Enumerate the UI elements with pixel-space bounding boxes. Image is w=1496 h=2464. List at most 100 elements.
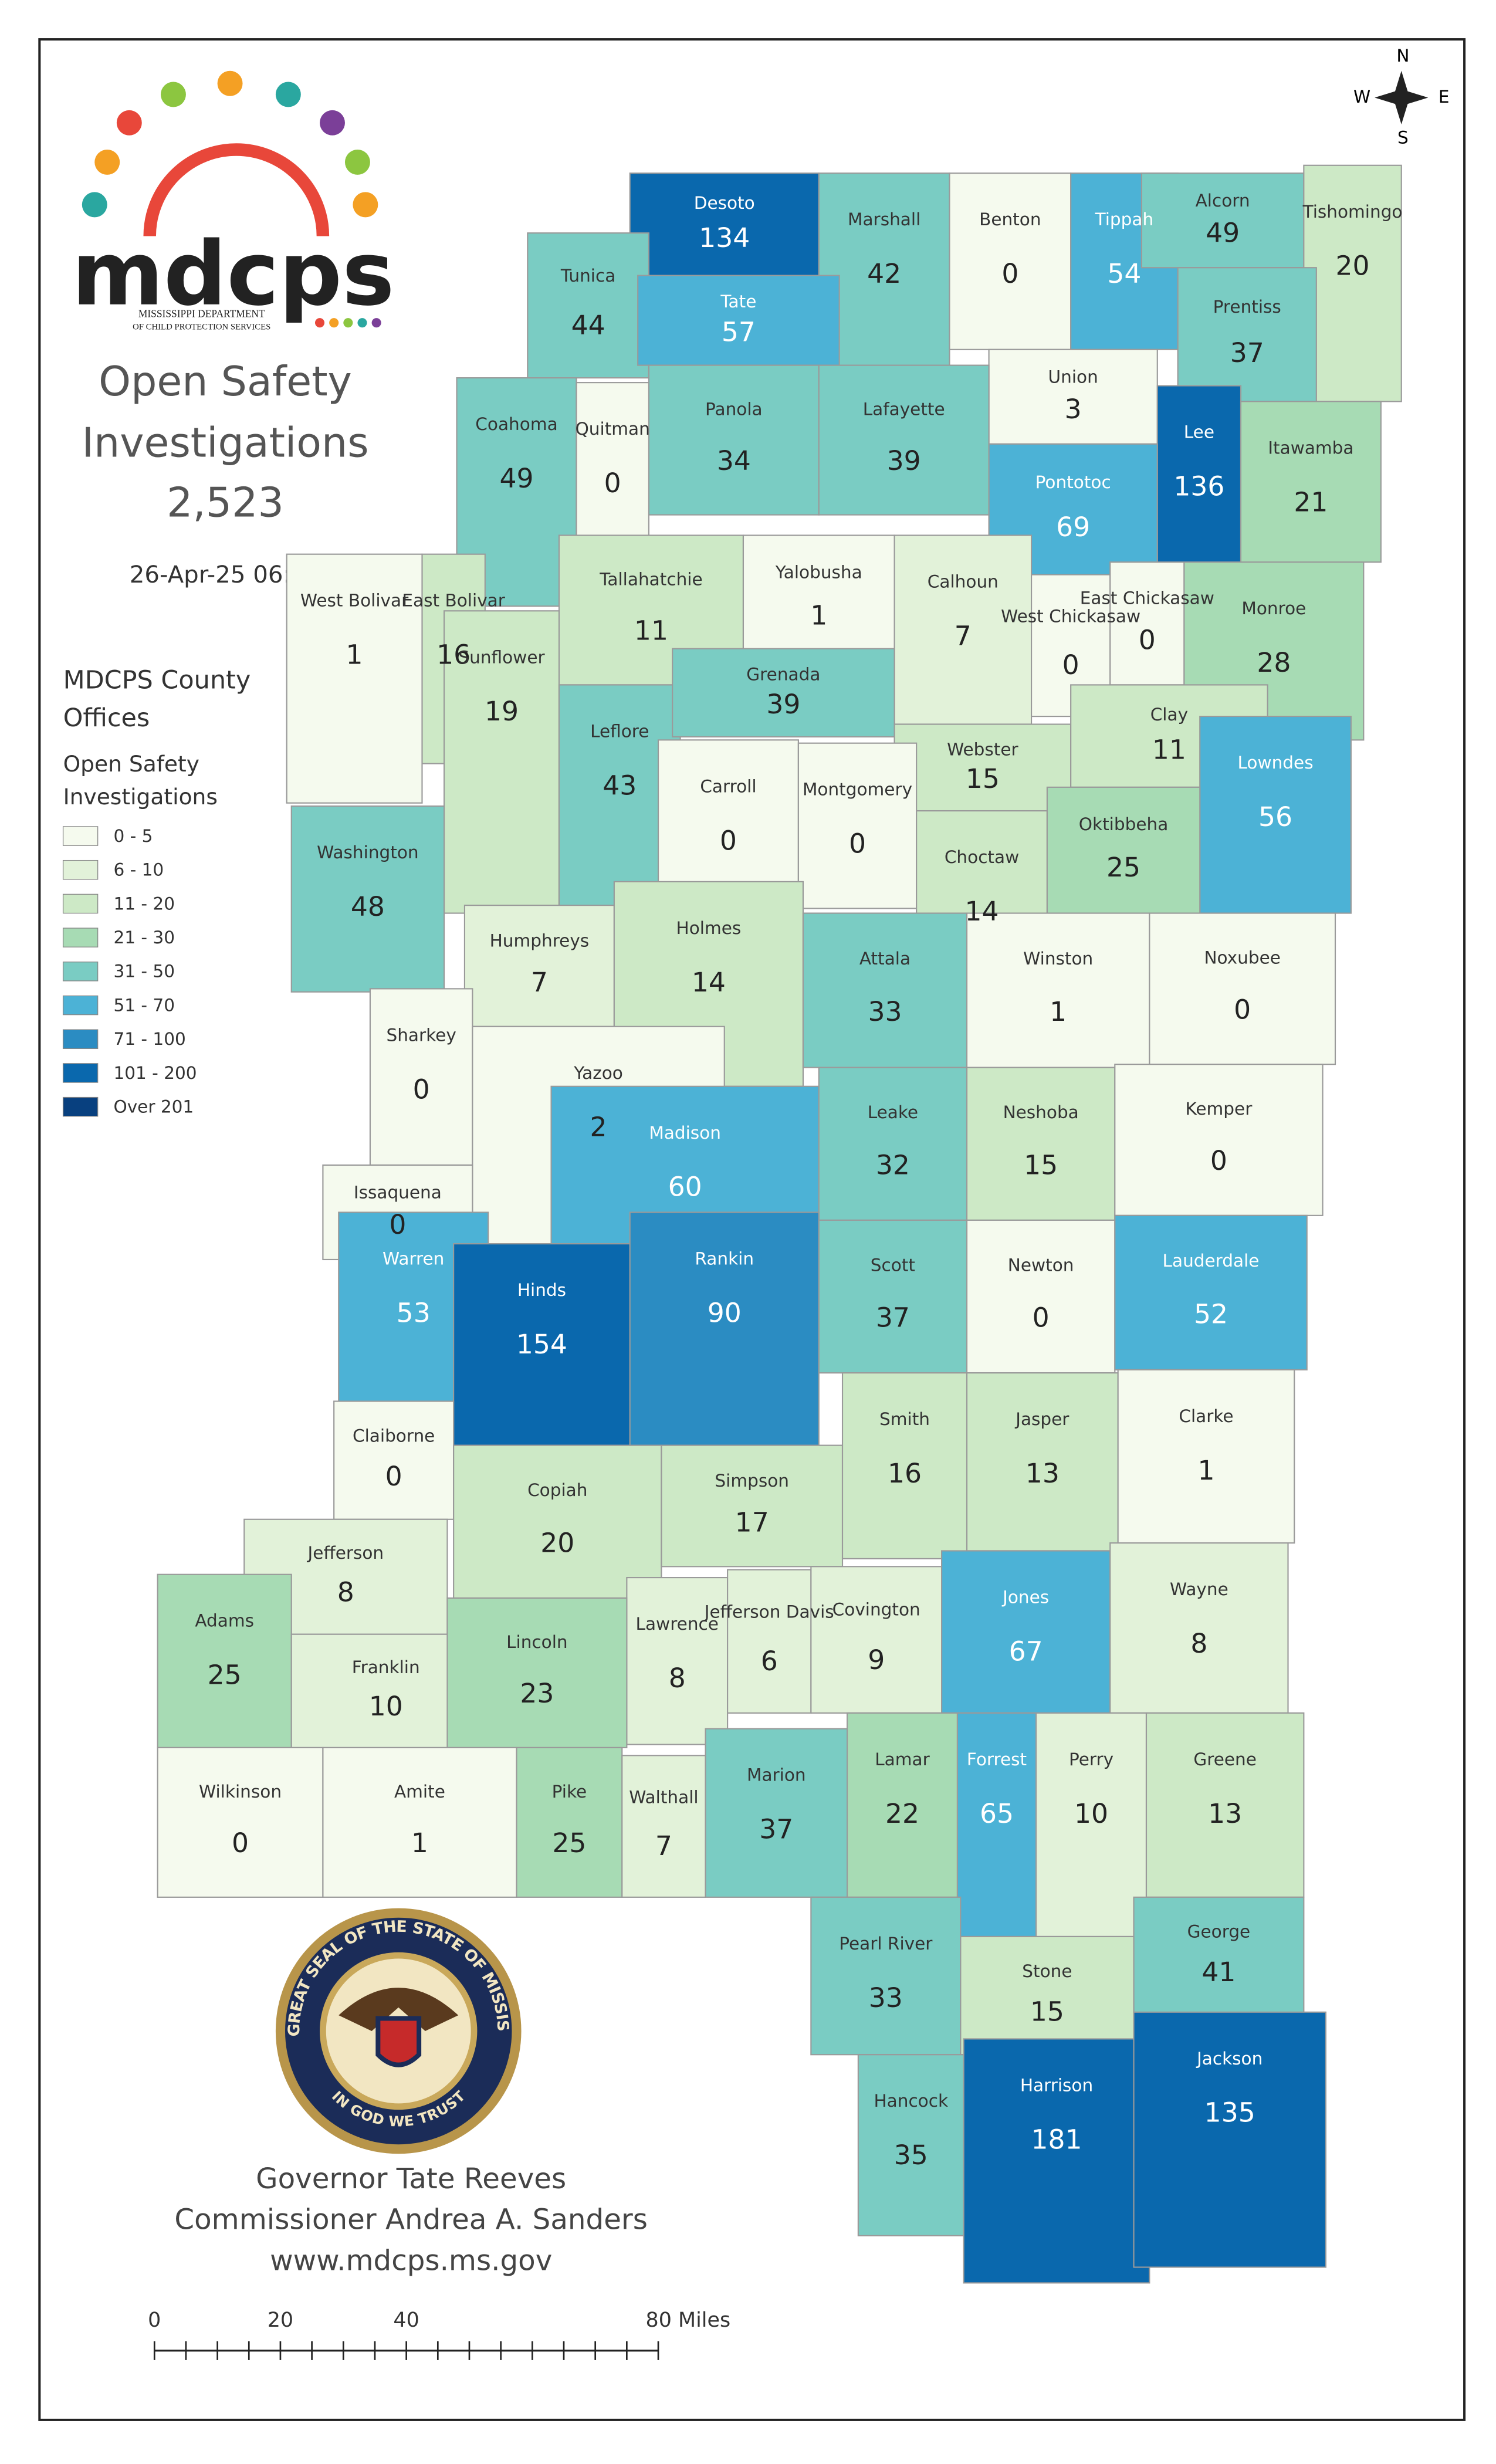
county (818, 1067, 968, 1221)
county-value: 15 (966, 763, 1000, 794)
county-value: 2 (590, 1112, 607, 1143)
title-total: 2,523 (167, 479, 284, 527)
county-value: 23 (520, 1678, 554, 1709)
county-name: Pearl River (839, 1934, 933, 1954)
county (446, 1597, 628, 1748)
county-value: 13 (1208, 1798, 1242, 1829)
county (1109, 1542, 1289, 1714)
county-value: 7 (955, 620, 972, 651)
county (841, 1372, 968, 1559)
county (629, 172, 820, 276)
county (1199, 716, 1352, 914)
county (369, 988, 473, 1166)
county-value: 33 (868, 996, 902, 1027)
county-value: 41 (1201, 1957, 1236, 1988)
county-name: Warren (383, 1248, 444, 1268)
scale-label: 0 (148, 2309, 161, 2332)
county-name: Jasper (1014, 1409, 1069, 1429)
county-name: Amite (394, 1782, 445, 1802)
footer-line: Governor Tate Reeves (256, 2162, 566, 2195)
county-value: 11 (1152, 734, 1186, 765)
county-name: Union (1048, 367, 1098, 387)
title-line: Open Safety (99, 358, 352, 405)
county-value: 25 (552, 1827, 586, 1859)
legend-swatch (62, 995, 99, 1016)
legend-label: 71 - 100 (113, 1029, 185, 1049)
county (1117, 1369, 1295, 1544)
county (1109, 561, 1185, 686)
county (742, 534, 895, 662)
county-value: 0 (232, 1827, 249, 1859)
county-value: 15 (1030, 1996, 1064, 2027)
county-name: Webster (947, 739, 1018, 759)
county-name: Walthall (629, 1787, 698, 1807)
county (1046, 786, 1201, 914)
county-name: Newton (1008, 1255, 1074, 1275)
county (966, 1372, 1119, 1552)
county (1240, 401, 1382, 563)
compass-label: W (1353, 87, 1370, 107)
compass-label: E (1439, 87, 1450, 107)
county-name: Lee (1184, 422, 1214, 442)
county (290, 805, 445, 993)
county-value: 25 (1106, 852, 1140, 883)
county (657, 739, 799, 906)
county (988, 348, 1158, 445)
county-value: 7 (531, 967, 548, 998)
logo-wordmark: mdcps (72, 224, 394, 326)
county (648, 364, 820, 516)
scale-label: 80 Miles (646, 2309, 731, 2332)
county-value: 13 (1025, 1458, 1060, 1489)
county-value: 8 (337, 1577, 354, 1608)
county-name: Prentiss (1213, 297, 1281, 317)
county-value: 67 (1009, 1636, 1043, 1667)
county-name: Benton (979, 209, 1041, 229)
county (818, 172, 950, 371)
county-name: Noxubee (1204, 947, 1280, 967)
county-name: Marshall (848, 209, 920, 229)
county-value: 0 (1062, 649, 1079, 681)
county-name: Leflore (590, 721, 649, 741)
county (966, 912, 1150, 1068)
county-value: 19 (485, 696, 519, 727)
county-name: Clarke (1179, 1406, 1233, 1426)
county-value: 3 (1065, 394, 1082, 425)
county (966, 1067, 1116, 1221)
county-value: 22 (885, 1798, 919, 1829)
county-name: Hinds (517, 1280, 566, 1300)
county (453, 1444, 662, 1599)
county (1303, 164, 1402, 402)
legend-label: 51 - 70 (113, 995, 175, 1015)
county (818, 364, 990, 516)
county-value: 0 (413, 1074, 430, 1105)
county-name: Madison (649, 1123, 721, 1143)
county-name: Copiah (527, 1480, 587, 1500)
county-name: Winston (1023, 949, 1093, 969)
county-value: 52 (1194, 1298, 1228, 1329)
county (1140, 172, 1305, 269)
county-name: Desoto (694, 193, 755, 213)
county-name: Covington (832, 1600, 920, 1620)
county-name: Choctaw (945, 847, 1019, 867)
legend-swatch (62, 1063, 99, 1083)
legend-swatch (62, 1029, 99, 1050)
county-name: Hancock (874, 2091, 948, 2111)
county-name: Lamar (875, 1749, 930, 1769)
county-name: Grenada (746, 664, 820, 684)
county-value: 0 (604, 468, 621, 499)
footer-line: Commissioner Andrea A. Sanders (174, 2204, 648, 2236)
county-value: 0 (389, 1209, 406, 1240)
county-value: 54 (1107, 258, 1141, 289)
county-value: 20 (1336, 251, 1370, 282)
county-name: East Bolivar (402, 591, 505, 611)
county-name: Monroe (1241, 598, 1306, 618)
county (705, 1728, 848, 1898)
county (1114, 1214, 1308, 1370)
county-name: Tate (720, 292, 756, 312)
county-name: Holmes (676, 918, 742, 938)
county-value: 37 (1230, 337, 1264, 368)
county-value: 16 (436, 639, 471, 671)
county-value: 9 (868, 1644, 885, 1676)
county-value: 20 (540, 1527, 574, 1558)
county (949, 172, 1072, 350)
